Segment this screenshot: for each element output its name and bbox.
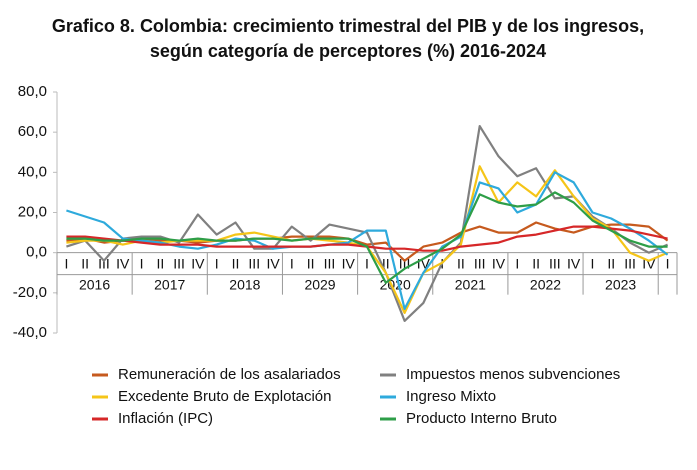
legend-label: Ingreso Mixto (406, 388, 496, 405)
x-tick-label: II (156, 255, 164, 271)
x-tick-label: IV (266, 255, 280, 271)
x-tick-label: III (324, 255, 336, 271)
x-tick-label: III (549, 255, 561, 271)
x-tick-label: I (365, 255, 369, 271)
x-tick-label: II (81, 255, 89, 271)
x-tick-label: I (140, 255, 144, 271)
x-tick-label: I (666, 255, 670, 271)
y-tick-label: -40,0 (13, 324, 47, 341)
legend-label: Excedente Bruto de Explotación (118, 388, 331, 405)
legend-label: Producto Interno Bruto (406, 410, 557, 427)
chart-title: Grafico 8. Colombia: crecimiento trimest… (52, 16, 644, 36)
x-tick-label: IV (492, 255, 506, 271)
x-tick-label: IV (342, 255, 356, 271)
y-tick-label: 60,0 (18, 123, 47, 140)
y-tick-label: -20,0 (13, 284, 47, 301)
x-tick-label: III (173, 255, 185, 271)
x-tick-label: I (215, 255, 219, 271)
x-tick-label: I (64, 255, 68, 271)
y-tick-label: 40,0 (18, 163, 47, 180)
x-tick-label: III (399, 255, 411, 271)
x-tick-label: II (532, 255, 540, 271)
legend-label: Inflación (IPC) (118, 410, 213, 427)
year-label: 2021 (455, 276, 486, 292)
legend-label: Impuestos menos subvenciones (406, 366, 620, 383)
series-line (66, 191, 668, 284)
y-tick-label: 80,0 (18, 83, 47, 100)
year-label: 2016 (79, 276, 110, 292)
year-label: 2017 (154, 276, 185, 292)
x-tick-label: I (591, 255, 595, 271)
x-tick-label: III (474, 255, 486, 271)
chart-title: según categoría de perceptores (%) 2016-… (150, 41, 546, 61)
y-tick-label: 0,0 (26, 244, 47, 261)
x-tick-label: III (624, 255, 636, 271)
year-label: 2022 (530, 276, 561, 292)
x-tick-label: IV (567, 255, 581, 271)
x-tick-label: II (607, 255, 615, 271)
x-tick-label: IV (191, 255, 205, 271)
x-tick-label: II (382, 255, 390, 271)
x-tick-label: II (232, 255, 240, 271)
x-tick-label: II (457, 255, 465, 271)
year-label: 2018 (229, 276, 260, 292)
year-label: 2029 (304, 276, 335, 292)
x-tick-label: I (290, 255, 294, 271)
x-tick-label: IV (116, 255, 130, 271)
x-tick-label: I (515, 255, 519, 271)
legend-label: Remuneración de los asalariados (118, 366, 341, 383)
x-tick-label: III (248, 255, 260, 271)
y-tick-label: 20,0 (18, 203, 47, 220)
series-line (66, 221, 669, 262)
x-tick-label: III (98, 255, 110, 271)
x-tick-label: II (307, 255, 315, 271)
year-label: 2023 (605, 276, 636, 292)
